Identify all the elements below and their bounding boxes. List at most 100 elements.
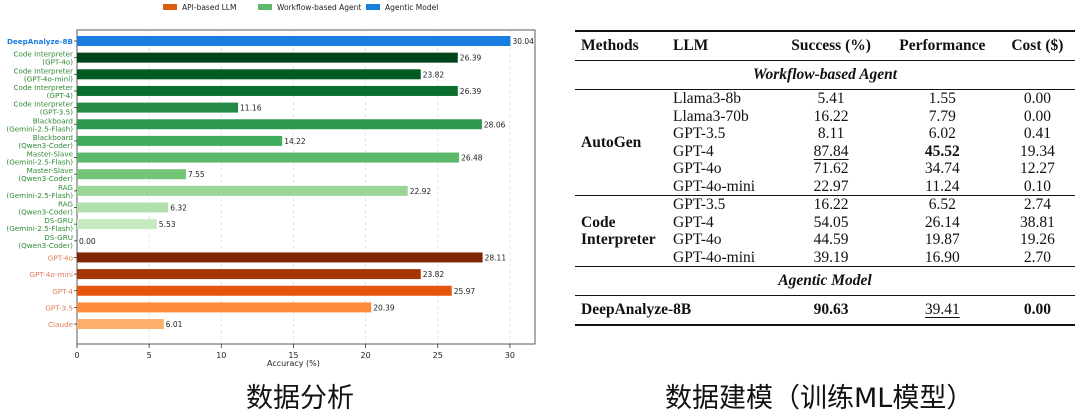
y-category-label: GPT-3.5 — [45, 303, 73, 312]
cost-cell: 38.81 — [1000, 214, 1075, 232]
cost-cell: 0.00 — [1000, 296, 1075, 326]
legend-label: Agentic Model — [385, 3, 438, 12]
bar-value-label: 5.53 — [159, 220, 176, 229]
y-category-label: RAG (Gemini-2.5-Flash) — [6, 183, 73, 200]
performance-cell-value: 19.87 — [924, 231, 960, 248]
bar-value-label: 26.48 — [461, 154, 483, 163]
success-cell-value: 5.41 — [817, 90, 845, 107]
cost-cell: 0.00 — [1000, 108, 1075, 126]
performance-cell: 7.79 — [885, 108, 1000, 126]
header-llm: LLM — [673, 37, 709, 55]
performance-cell: 16.90 — [885, 249, 1000, 267]
bar-value-label: 30.04 — [512, 37, 534, 46]
performance-cell: 26.14 — [885, 214, 1000, 232]
bar — [77, 202, 169, 213]
success-cell: 22.97 — [777, 178, 884, 196]
performance-cell: 19.87 — [885, 231, 1000, 249]
success-cell-value: 39.19 — [813, 248, 849, 266]
cost-cell: 2.74 — [1000, 196, 1075, 214]
llm-cell: GPT-4o — [667, 231, 777, 249]
y-category-label: DS-GRU (Gemini-2.5-Flash) — [6, 216, 73, 233]
table-row: GPT-4o-mini 39.19 16.90 2.70 — [575, 249, 1075, 267]
bar — [77, 36, 511, 46]
y-category-label: Claude — [48, 320, 74, 329]
success-cell-value: 16.22 — [813, 107, 849, 125]
method-cell: Code Interpreter — [575, 196, 667, 267]
bar-value-label: 25.97 — [454, 287, 476, 296]
llm-cell: Llama3-8b — [667, 90, 777, 108]
llm-cell-value: GPT-4o — [673, 160, 722, 177]
table-row: DeepAnalyze-8B 90.63 39.41 0.00 — [575, 295, 1075, 326]
success-cell-value: 8.11 — [817, 125, 845, 142]
cost-cell-value: 2.70 — [1023, 248, 1051, 266]
bar — [77, 135, 283, 146]
table-row: GPT-3.5 8.11 6.02 0.41 — [575, 125, 1075, 143]
caption-data-modeling: 数据建模（训练ML模型） — [665, 383, 974, 414]
llm-cell-value: GPT-3.5 — [673, 196, 726, 213]
success-cell: 71.62 — [777, 160, 884, 178]
cost-cell-value: 38.81 — [1019, 213, 1055, 231]
bar — [77, 285, 452, 296]
legend-label: Workflow-based Agent — [277, 3, 361, 12]
cost-cell-value: 0.41 — [1023, 125, 1051, 142]
success-cell: 16.22 — [777, 196, 884, 214]
section-workflow-based-agent: Workflow-based Agent — [752, 66, 898, 84]
table-row: GPT-4o 71.62 34.74 12.27 — [575, 160, 1075, 178]
performance-cell-value: 16.90 — [924, 248, 960, 266]
bar-value-label: 7.55 — [188, 170, 205, 179]
y-category-label: RAG (Qwen3-Coder) — [18, 200, 73, 217]
success-cell: 39.19 — [777, 249, 884, 267]
x-tick-label: 20 — [361, 351, 371, 360]
legend-item: Agentic Model — [366, 3, 438, 12]
bar-value-label: 6.32 — [170, 204, 187, 213]
success-cell-value: 90.63 — [813, 301, 849, 319]
success-cell-value: 87.84 — [813, 142, 849, 160]
y-category-label: Blackboard (Gemini-2.5-Flash) — [6, 116, 73, 133]
performance-cell: 39.41 — [885, 296, 1000, 326]
success-cell-value: 71.62 — [813, 160, 849, 177]
bar — [77, 85, 458, 96]
success-cell-value: 16.22 — [813, 196, 849, 213]
bar-value-label: 22.92 — [410, 187, 432, 196]
success-cell-value: 44.59 — [813, 231, 849, 248]
llm-cell-value: Llama3-8b — [673, 90, 742, 107]
llm-cell-value: GPT-4o-mini — [673, 248, 756, 266]
cost-cell: 0.41 — [1000, 125, 1075, 143]
y-category-label: Master-Slave (Qwen3-Coder) — [18, 166, 73, 183]
y-category-label: DeepAnalyze-8B — [7, 37, 73, 46]
bar-value-label: 14.22 — [284, 137, 306, 146]
header-methods: Methods — [581, 37, 639, 55]
cost-cell: 0.00 — [1000, 90, 1075, 108]
bar-value-label: 26.39 — [460, 87, 482, 96]
llm-cell: GPT-4 — [667, 214, 777, 232]
bar — [77, 319, 164, 330]
method-cell-value: DeepAnalyze-8B — [581, 301, 692, 319]
bar — [77, 69, 421, 80]
cost-cell-value: 0.10 — [1023, 177, 1051, 195]
success-cell: 5.41 — [777, 90, 884, 108]
x-tick-label: 30 — [505, 351, 515, 360]
cost-cell-value: 19.34 — [1019, 142, 1055, 160]
llm-cell: Llama3-70b — [667, 108, 777, 126]
llm-cell-value: GPT-4 — [673, 213, 714, 231]
y-category-label: GPT-4o-mini — [30, 270, 73, 279]
bar — [77, 302, 372, 313]
bar-value-label: 6.01 — [166, 320, 183, 329]
cost-cell-value: 0.00 — [1023, 107, 1051, 125]
bar-value-label: 11.16 — [240, 104, 262, 113]
cost-cell-value: 2.74 — [1023, 196, 1051, 213]
llm-cell-value: GPT-4 — [673, 142, 714, 160]
cost-cell: 19.26 — [1000, 231, 1075, 249]
success-cell: 44.59 — [777, 231, 884, 249]
performance-cell: 45.52 — [885, 143, 1000, 161]
y-category-label: Code Interpreter (GPT-4o-mini) — [13, 66, 73, 83]
table-row: GPT-4o 44.59 19.87 19.26 — [575, 231, 1075, 249]
y-category-label: Master-Slave (Gemini-2.5-Flash) — [6, 150, 73, 167]
bar — [77, 252, 483, 263]
legend-item: Workflow-based Agent — [258, 3, 361, 12]
y-category-label: GPT-4o — [48, 253, 73, 262]
llm-cell: GPT-4o — [667, 160, 777, 178]
bar-value-label: 23.82 — [423, 70, 445, 79]
y-category-label: DS-GRU (Qwen3-Coder) — [18, 233, 73, 250]
performance-cell: 6.02 — [885, 125, 1000, 143]
